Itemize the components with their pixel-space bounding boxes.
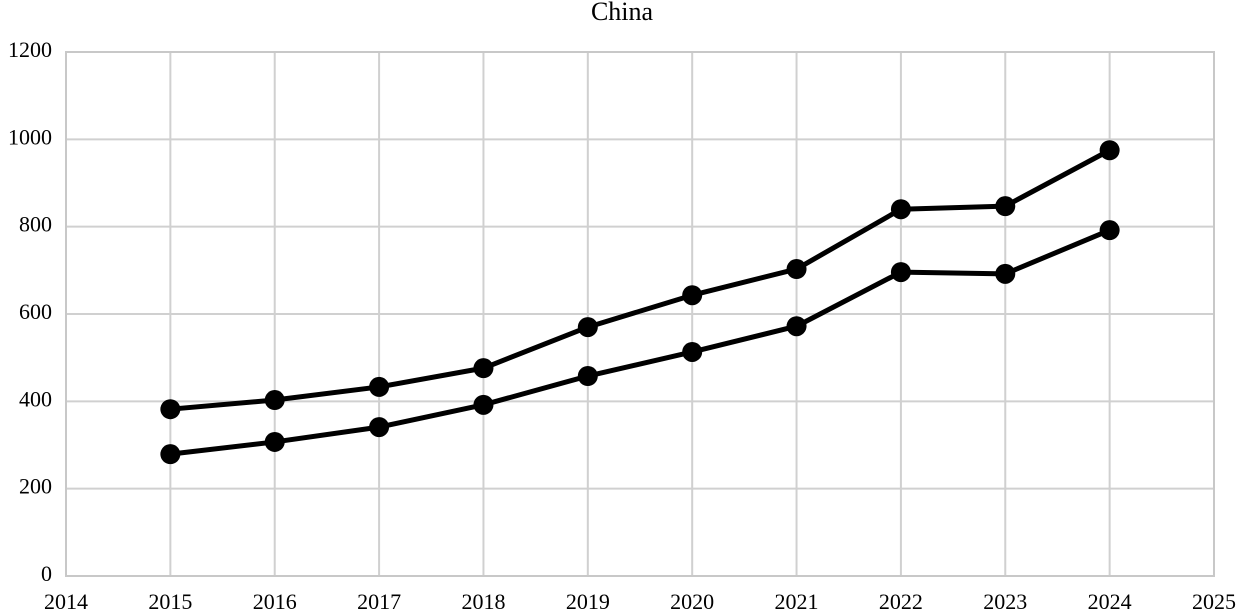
data-point bbox=[577, 317, 598, 338]
y-tick-label: 600 bbox=[19, 299, 52, 324]
data-point bbox=[1099, 220, 1120, 241]
series-line bbox=[170, 227, 1111, 457]
x-tick-label: 2020 bbox=[670, 589, 714, 614]
data-point bbox=[1099, 140, 1120, 161]
data-point bbox=[264, 390, 285, 411]
data-point bbox=[890, 199, 911, 220]
data-point bbox=[995, 196, 1016, 217]
x-tick-label: 2015 bbox=[148, 589, 192, 614]
x-tick-label: 2014 bbox=[44, 589, 88, 614]
x-tick-label: 2022 bbox=[879, 589, 923, 614]
data-point bbox=[160, 444, 181, 465]
data-point bbox=[682, 341, 703, 362]
x-tick-label: 2018 bbox=[461, 589, 505, 614]
data-point bbox=[786, 259, 807, 280]
y-tick-label: 200 bbox=[19, 474, 52, 499]
x-tick-label: 2017 bbox=[357, 589, 401, 614]
x-tick-label: 2019 bbox=[566, 589, 610, 614]
x-tick-label: 2021 bbox=[775, 589, 819, 614]
series-line bbox=[170, 148, 1111, 412]
data-point bbox=[995, 263, 1016, 284]
x-tick-label: 2016 bbox=[253, 589, 297, 614]
data-point bbox=[264, 431, 285, 452]
y-tick-label: 1200 bbox=[8, 37, 52, 62]
x-tick-label: 2023 bbox=[983, 589, 1027, 614]
y-tick-label: 400 bbox=[19, 386, 52, 411]
data-point bbox=[369, 376, 390, 397]
data-point bbox=[473, 358, 494, 379]
data-point bbox=[890, 262, 911, 283]
data-point bbox=[473, 394, 494, 415]
y-tick-label: 0 bbox=[41, 561, 52, 586]
y-tick-label: 800 bbox=[19, 212, 52, 237]
x-tick-label: 2024 bbox=[1088, 589, 1132, 614]
data-point bbox=[682, 285, 703, 306]
plot-border bbox=[65, 51, 1215, 577]
x-tick-label: 2025 bbox=[1192, 589, 1236, 614]
chart-title: China bbox=[591, 0, 654, 26]
data-point bbox=[160, 399, 181, 420]
data-point bbox=[577, 366, 598, 387]
y-tick-label: 1000 bbox=[8, 124, 52, 149]
data-point bbox=[786, 316, 807, 337]
data-point bbox=[369, 417, 390, 438]
